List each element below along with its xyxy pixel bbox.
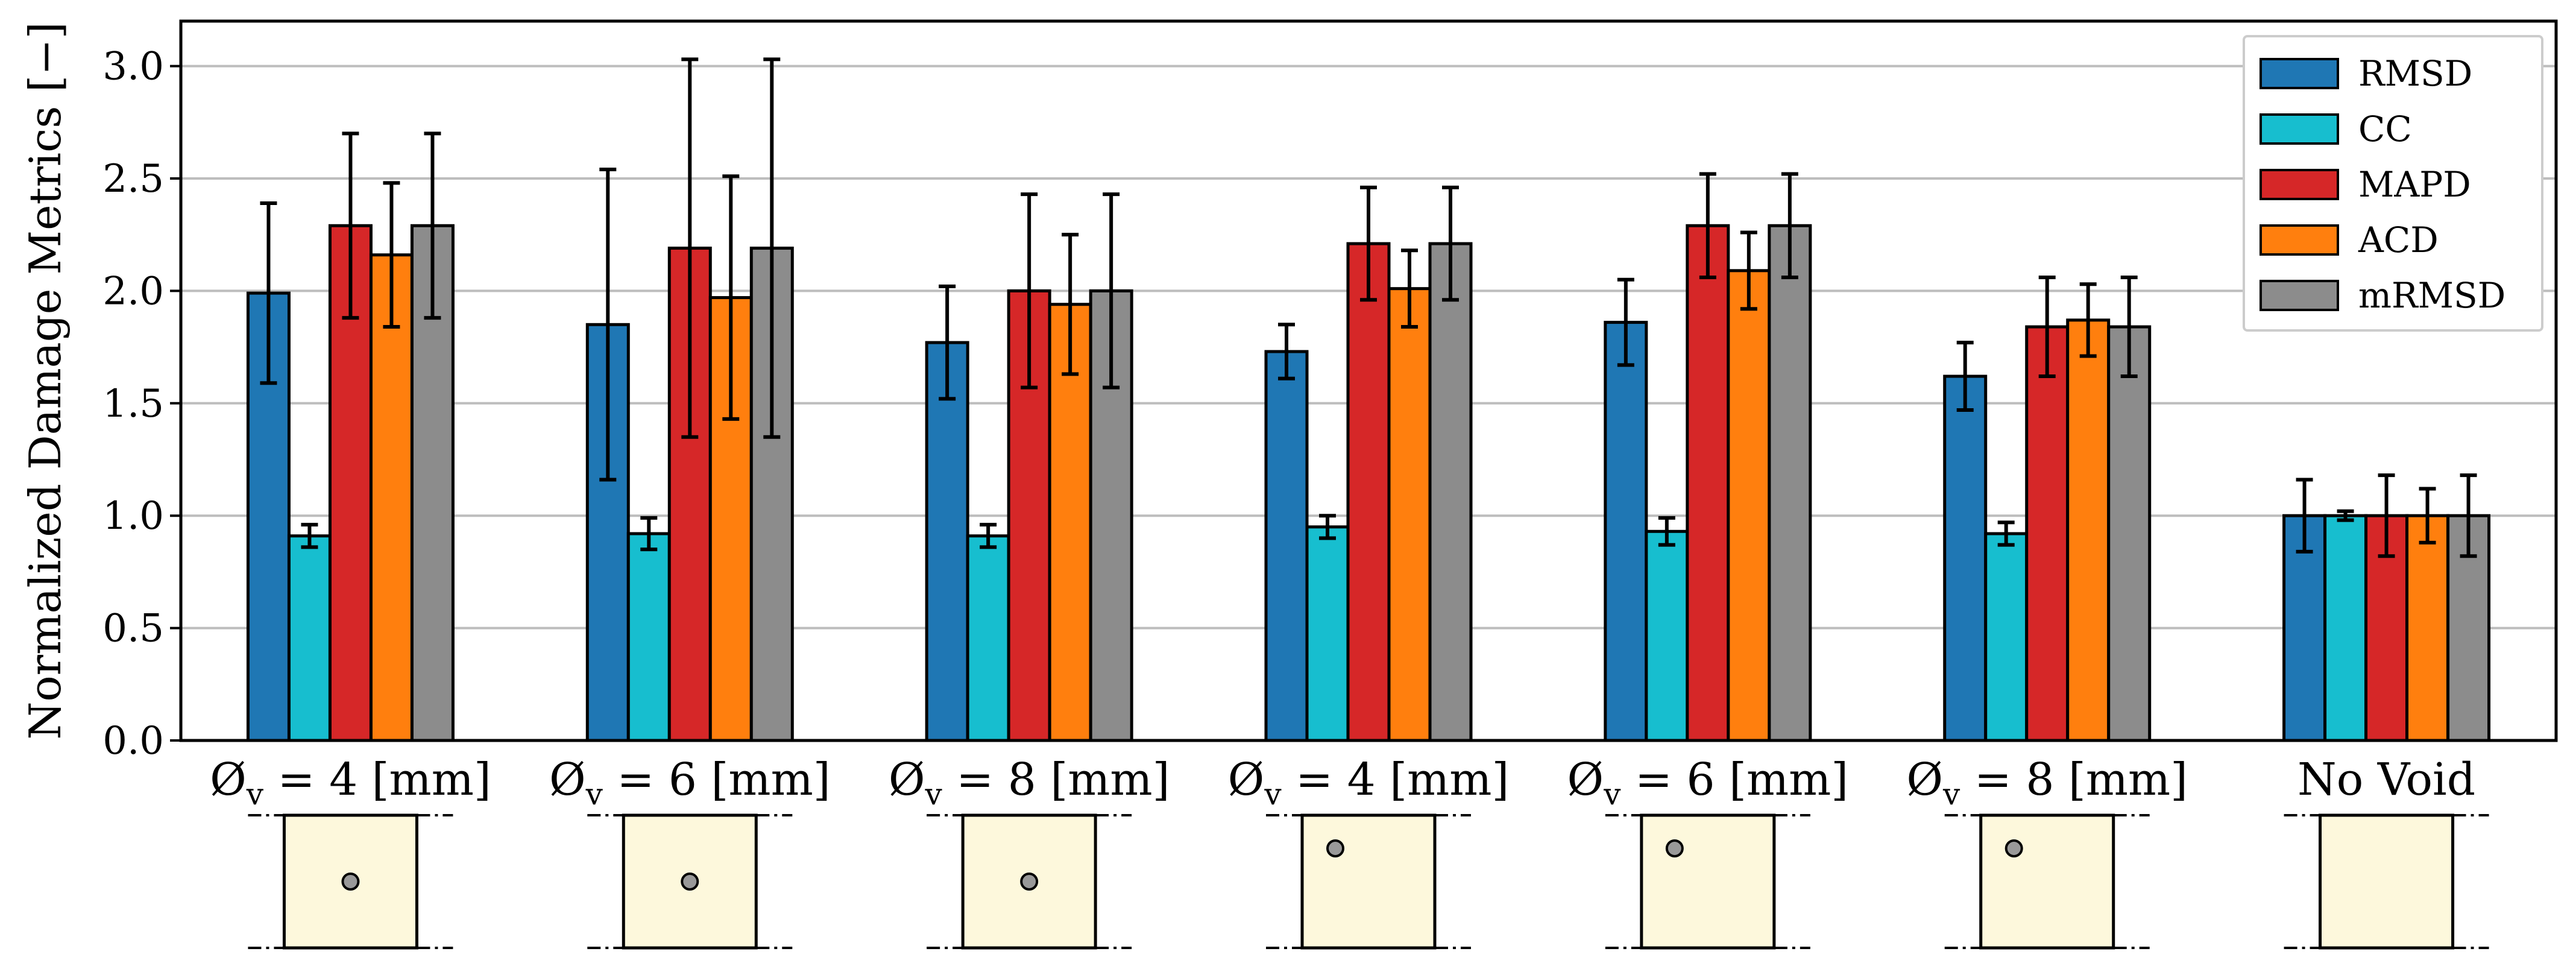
legend-label-acd: ACD <box>2358 219 2439 260</box>
y-axis: 0.0 0.5 1.0 1.5 2.0 2.5 3.0 <box>102 45 181 763</box>
bar-cc <box>1305 525 1350 742</box>
legend-swatch-cc <box>2260 113 2339 145</box>
bar-cc <box>1984 532 2029 742</box>
specimen-cross-section <box>2319 813 2455 950</box>
bar-mrmsd <box>2107 325 2152 742</box>
category-symbol: Ø <box>1228 754 1265 806</box>
bar-cc <box>626 532 671 742</box>
specimen-cross-section <box>1300 813 1437 950</box>
category-label-rest: No Void <box>2297 754 2475 806</box>
bar-cc <box>287 534 332 742</box>
void-marker <box>2004 839 2023 857</box>
category-label-rest: = 6 [mm] <box>1620 754 1848 806</box>
category-subscript: v <box>246 777 264 812</box>
plot-frame <box>179 19 2558 742</box>
specimen-cross-section <box>1640 813 1776 950</box>
category-symbol: Ø <box>889 754 925 806</box>
category-label-rest: = 8 [mm] <box>1960 754 2188 806</box>
y-tick-label: 3.0 <box>102 45 164 89</box>
legend-label-cc: CC <box>2358 109 2412 150</box>
bar-acd <box>1727 269 1771 742</box>
bar-acd <box>2066 318 2111 742</box>
legend-label-mrmsd: mRMSD <box>2358 275 2505 316</box>
x-category-label: Øv = 4 [mm] <box>1228 754 1510 812</box>
bar-mrmsd <box>1768 224 1812 742</box>
specimen-cross-section <box>1979 813 2115 950</box>
legend-box <box>2243 35 2543 332</box>
y-tick-label: 2.0 <box>102 269 164 314</box>
x-category-label: No Void <box>2297 754 2475 806</box>
bar-cc <box>966 534 1010 742</box>
void-marker <box>1020 873 1039 891</box>
category-symbol: Ø <box>1567 754 1604 806</box>
legend-label-rmsd: RMSD <box>2358 53 2472 94</box>
void-marker <box>1665 839 1684 857</box>
legend-swatch-acd <box>2260 224 2339 256</box>
bar-mapd <box>1686 224 1730 742</box>
void-marker <box>1326 839 1344 857</box>
category-symbol: Ø <box>210 754 247 806</box>
category-subscript: v <box>585 777 603 812</box>
x-axis-category-labels: Øv = 4 [mm] Øv = 6 [mm] Øv = 8 [mm] Øv = 4 … <box>210 754 2475 812</box>
y-tick-label: 0.0 <box>102 719 164 763</box>
category-label-rest: = 6 [mm] <box>603 754 831 806</box>
bars <box>246 224 2491 742</box>
bar-cc <box>2323 514 2368 742</box>
x-category-label: Øv = 8 [mm] <box>1906 754 2188 812</box>
legend-swatch-mrmsd <box>2260 280 2339 311</box>
category-subscript: v <box>1942 777 1960 812</box>
category-symbol: Ø <box>549 754 586 806</box>
void-schematics <box>248 813 2489 950</box>
legend-label-mapd: MAPD <box>2358 164 2471 205</box>
y-tick-label: 2.5 <box>102 157 164 201</box>
bar-mapd <box>1346 242 1391 742</box>
y-tick-label: 0.5 <box>102 607 164 651</box>
bar-acd <box>2405 514 2450 742</box>
void-marker <box>681 873 699 891</box>
bar-rmsd <box>1943 374 1988 742</box>
bar-mapd <box>2025 325 2070 742</box>
bar-acd <box>1387 287 1432 742</box>
legend-swatch-rmsd <box>2260 58 2339 89</box>
y-tick-label: 1.0 <box>102 494 164 538</box>
category-label-rest: = 8 [mm] <box>942 754 1170 806</box>
category-symbol: Ø <box>1906 754 1943 806</box>
category-label-rest: = 4 [mm] <box>1282 754 1510 806</box>
bar-rmsd <box>925 341 969 742</box>
void-marker <box>341 873 360 891</box>
legend-swatch-mapd <box>2260 169 2339 200</box>
category-subscript: v <box>1603 777 1621 812</box>
error-bars <box>260 57 2477 558</box>
x-category-label: Øv = 4 [mm] <box>210 754 491 812</box>
legend: RMSD CC MAPD ACD mRMSD <box>2243 35 2543 332</box>
x-category-label: Øv = 6 [mm] <box>549 754 831 812</box>
category-subscript: v <box>924 777 942 812</box>
y-tick-label: 1.5 <box>102 382 164 426</box>
category-subscript: v <box>1264 777 1282 812</box>
bar-rmsd <box>1604 321 1648 742</box>
bar-mrmsd <box>1428 242 1473 742</box>
bar-cc <box>1645 529 1689 742</box>
y-axis-title: Normalized Damage Metrics [−] <box>20 22 71 739</box>
bar-rmsd <box>1264 350 1309 742</box>
category-label-rest: = 4 [mm] <box>263 754 491 806</box>
x-category-label: Øv = 8 [mm] <box>889 754 1170 812</box>
x-category-label: Øv = 6 [mm] <box>1567 754 1849 812</box>
